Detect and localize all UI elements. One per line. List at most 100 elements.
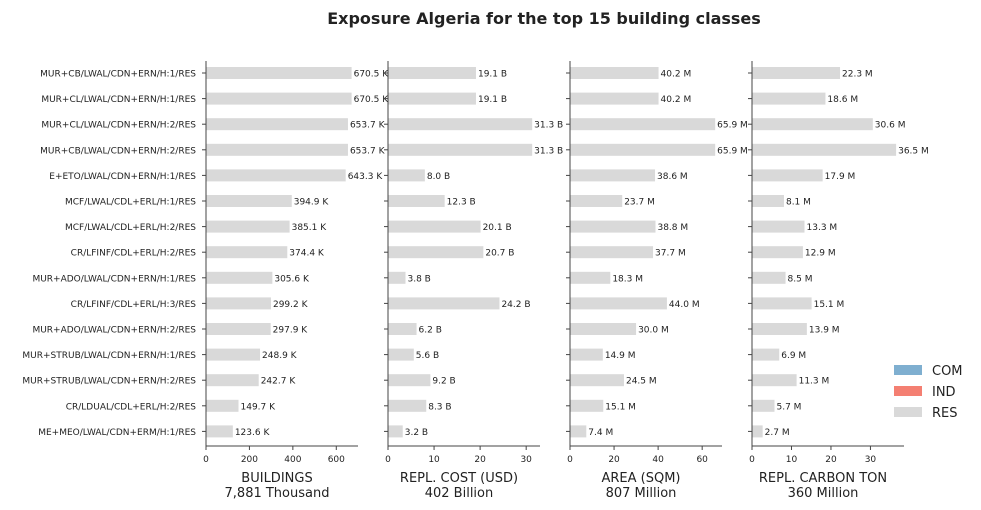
bar [206,246,288,259]
x-tick-label: 400 [284,455,301,465]
category-label: ME+MEO/LWAL/CDN+ERM/H:1/RES [38,428,196,438]
bar [388,399,427,412]
bar [752,92,826,105]
x-tick-label: 40 [652,455,664,465]
bar-value-label: 15.1 M [605,402,636,412]
bar [388,323,417,335]
bar-value-label: 670.5 K [354,95,390,105]
bar [752,399,775,412]
x-tick-label: 30 [520,455,532,465]
category-label: MUR+CL/LWAL/CDN+ERN/H:1/RES [41,95,196,105]
x-tick-label: 10 [428,455,440,465]
bar-value-label: 123.6 K [235,428,271,438]
bar [388,92,476,105]
bar [752,143,897,156]
bar [388,220,481,233]
bar [206,195,292,207]
x-tick-label: 0 [203,455,209,465]
bar [388,143,533,156]
bar-value-label: 299.2 K [273,300,309,310]
bar [752,323,807,335]
legend-label: COM [932,364,963,379]
bar [752,297,812,310]
bar-value-label: 5.7 M [777,402,802,412]
bar-value-label: 3.8 B [408,274,431,284]
bar [570,169,656,182]
bar [388,271,406,284]
bar [206,323,271,335]
category-label: CR/LFINF/CDL+ERL/H:2/RES [71,249,197,259]
panel-4: 22.3 M 18.6 M 30.6 M 36.5 M 17.9 M 8.1 M 13.3 … [748,61,929,501]
panel-2: 19.1 B 19.1 B 31.3 B 31.3 B 8.0 B 12.3 B 20.1 … [384,61,563,501]
bar-value-label: 12.3 B [447,198,476,208]
bar [206,220,290,233]
bar [388,169,425,182]
x-axis-total: 7,881 Thousand [225,486,330,501]
bar-value-label: 9.2 B [432,377,455,387]
bar-value-label: 30.6 M [875,121,906,131]
category-label: MUR+CL/LWAL/CDN+ERN/H:2/RES [41,121,196,131]
legend-label: IND [932,385,956,400]
bar-value-label: 19.1 B [478,95,507,105]
category-labels: MUR+CB/LWAL/CDN+ERN/H:1/RES MUR+CL/LWAL/C… [22,70,206,438]
bar [206,169,346,182]
bar-value-label: 374.4 K [289,249,325,259]
bar-value-label: 23.7 M [624,198,655,208]
x-tick-label: 60 [696,455,708,465]
bar [570,348,603,361]
bar [570,246,654,259]
bar [570,67,659,79]
category-label: CR/LFINF/CDL+ERL/H:3/RES [71,300,197,310]
bar-value-label: 20.7 B [485,249,514,259]
bar-value-label: 30.0 M [638,326,669,336]
bar-value-label: 40.2 M [661,95,692,105]
bar [206,425,233,438]
bar-value-label: 13.3 M [807,223,838,233]
bar [570,399,604,412]
bar [388,374,431,387]
category-label: MUR+ADO/LWAL/CDN+ERN/H:2/RES [32,326,196,336]
bar [752,195,784,207]
bar-value-label: 38.6 M [657,172,688,182]
x-tick-label: 0 [385,455,391,465]
category-label: MCF/LWAL/CDL+ERL/H:2/RES [65,223,196,233]
bar [206,348,261,361]
chart-panels: 670.5 K 670.5 K 653.7 K 653.7 K 643.3 K 394.9… [203,61,929,501]
bar [388,425,403,438]
bar-value-label: 653.7 K [350,121,386,131]
legend-swatch [894,407,922,417]
bar-value-label: 17.9 M [825,172,856,182]
panel-1: 670.5 K 670.5 K 653.7 K 653.7 K 643.3 K 394.9… [203,61,389,501]
bar-value-label: 670.5 K [354,70,390,80]
legend: COM IND RES [894,364,963,421]
bar-value-label: 18.6 M [827,95,858,105]
bar [206,374,259,387]
bar [206,399,239,412]
x-tick-label: 600 [328,455,345,465]
bar-value-label: 65.9 M [717,146,748,156]
bar [570,297,667,310]
x-tick-label: 0 [567,455,573,465]
bar [752,425,763,438]
x-tick-label: 10 [786,455,798,465]
bar-value-label: 3.2 B [405,428,428,438]
legend-swatch [894,386,922,396]
bar-value-label: 8.5 M [788,274,813,284]
bar-value-label: 6.9 M [781,351,806,361]
bar [752,246,803,259]
bar [206,92,352,105]
bar-value-label: 394.9 K [294,198,330,208]
bar [206,297,271,310]
bar-value-label: 20.1 B [483,223,512,233]
bar-value-label: 31.3 B [534,121,563,131]
chart-title: Exposure Algeria for the top 15 building… [327,9,761,28]
bar-value-label: 24.2 B [501,300,530,310]
bar [388,195,445,207]
bar-value-label: 643.3 K [348,172,384,182]
bar-value-label: 7.4 M [588,428,613,438]
bar-value-label: 36.5 M [898,146,929,156]
bar-value-label: 38.8 M [657,223,688,233]
bar [752,348,780,361]
bar-value-label: 31.3 B [534,146,563,156]
bar-value-label: 44.0 M [669,300,700,310]
